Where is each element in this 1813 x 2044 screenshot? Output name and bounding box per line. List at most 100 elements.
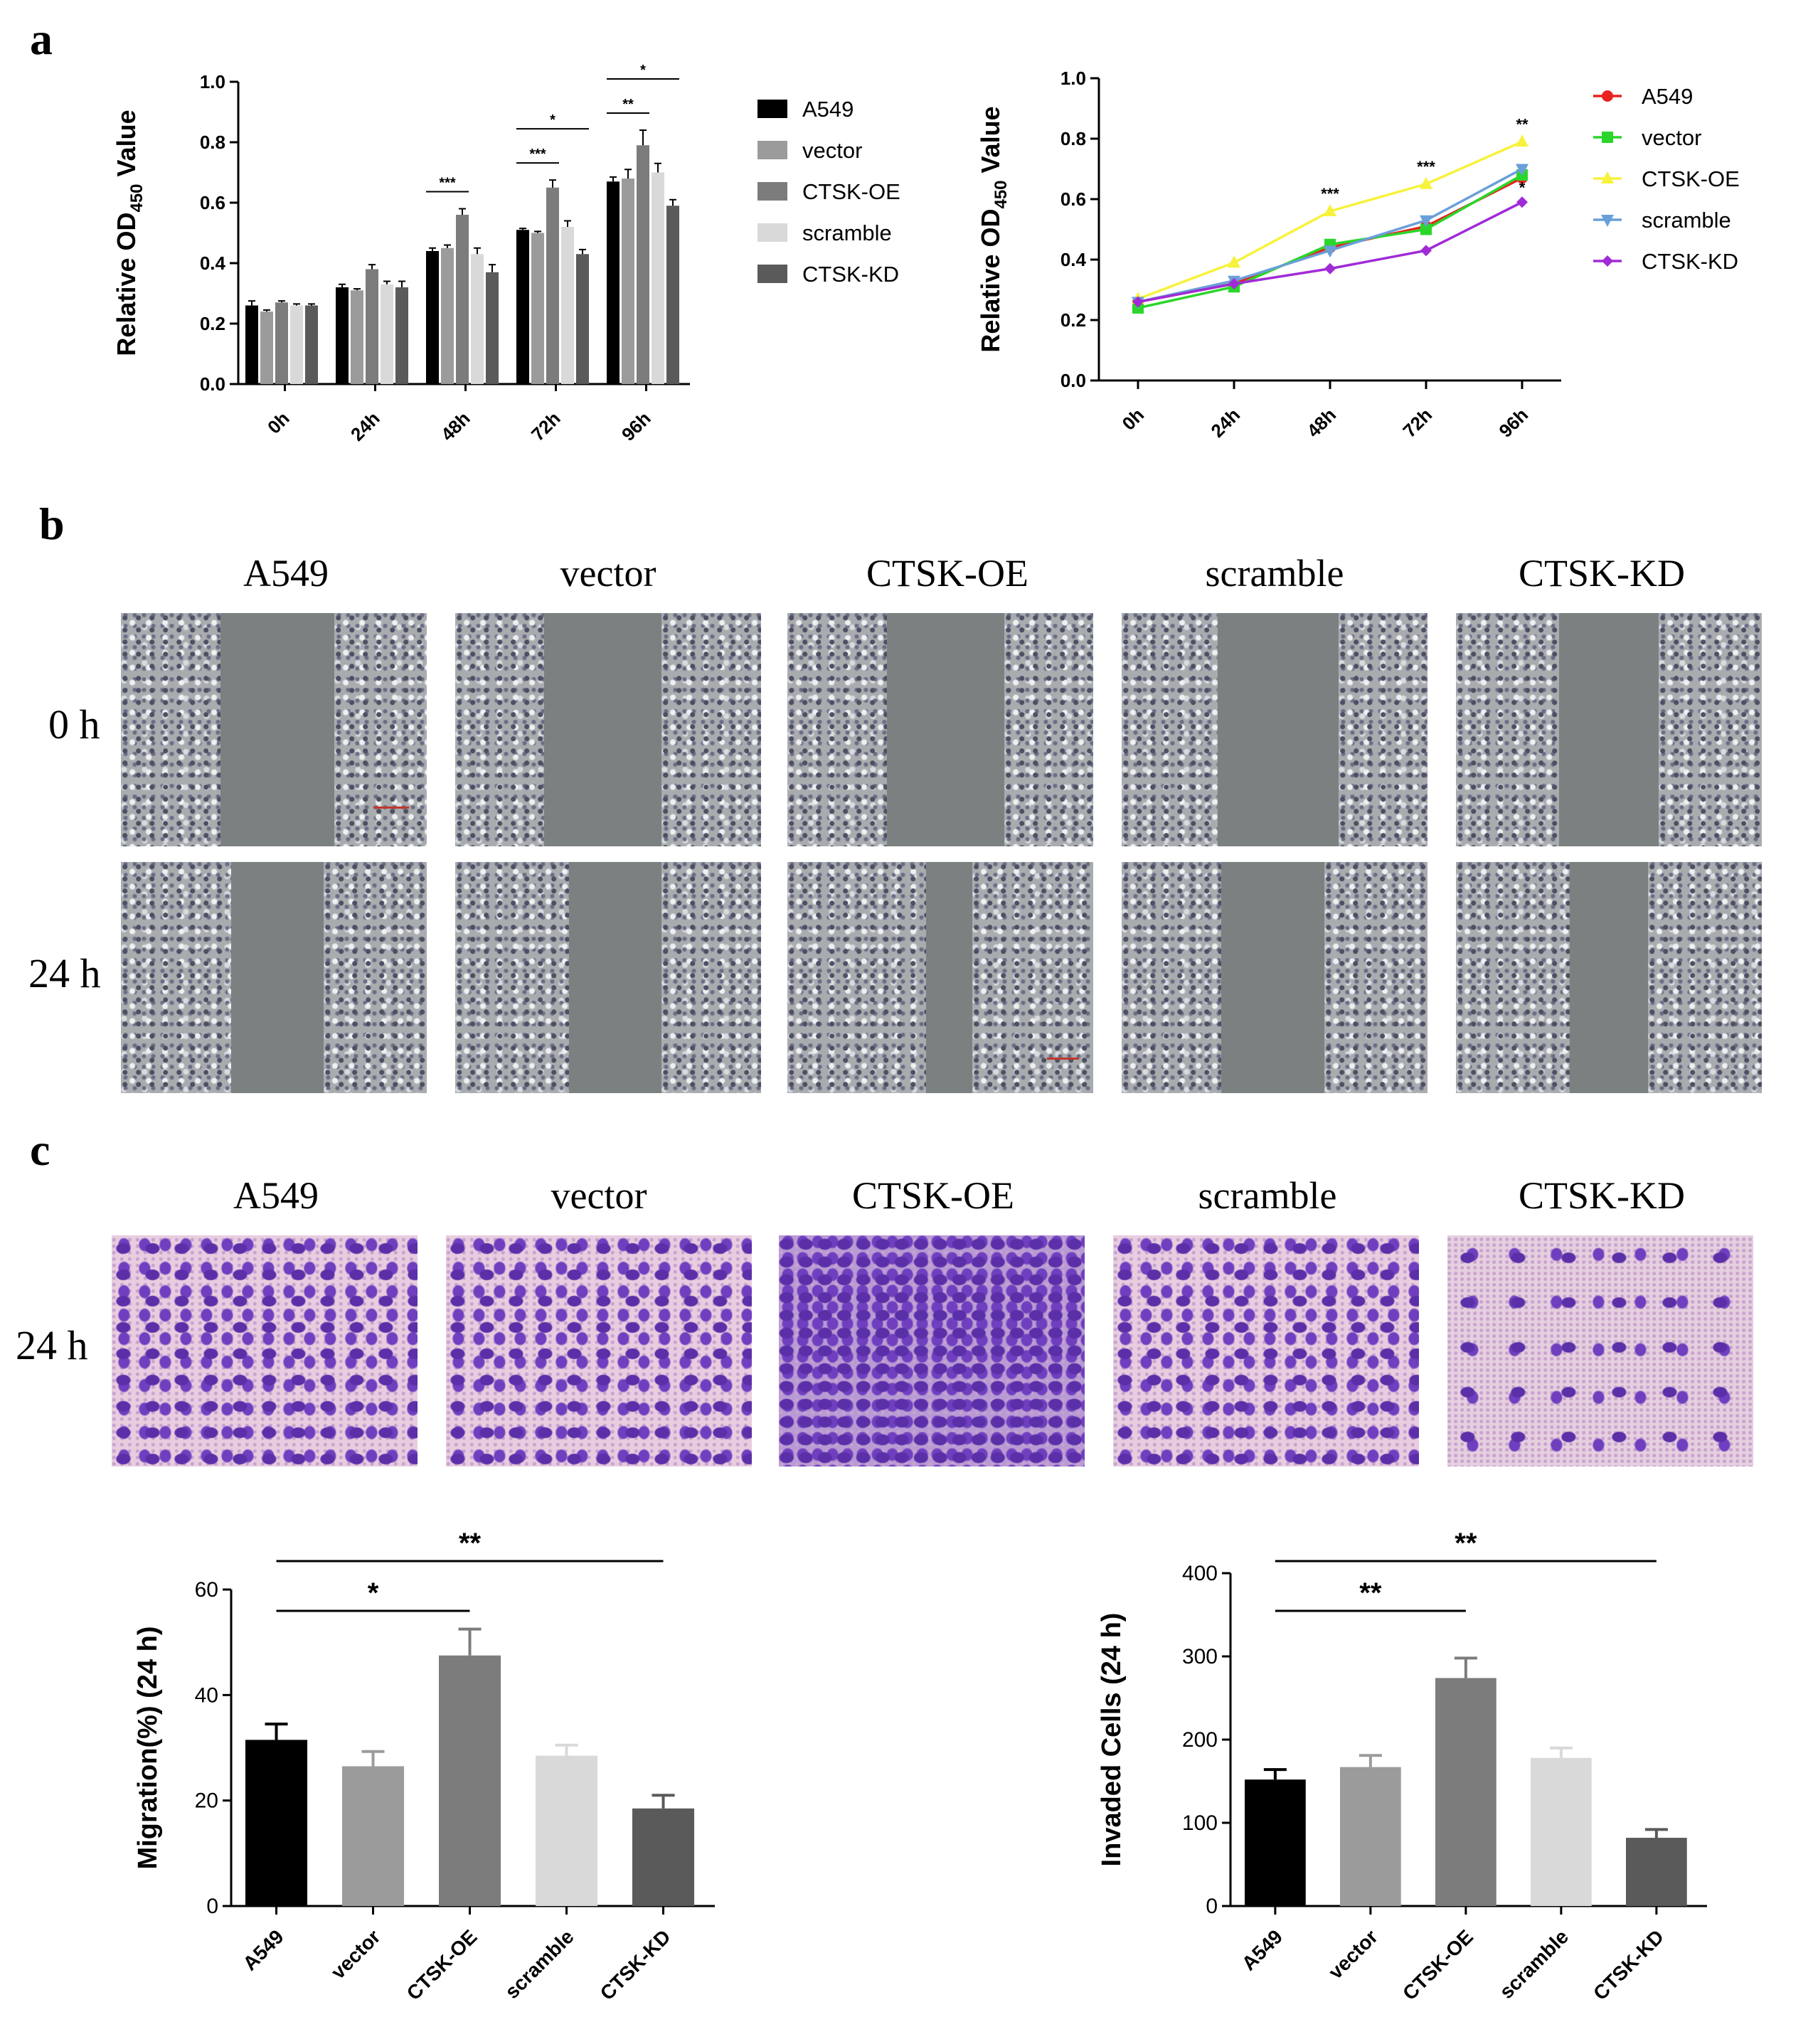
x-tick-label-0h: 0h [1118,404,1149,435]
y-tick-label: 200 [1182,1728,1218,1752]
wound-label-vector: vector [560,552,656,595]
transwell-label-ctsk-kd: CTSK-KD [1518,1174,1685,1217]
cck8-line-chart: 0.0 0.2 0.4 0.6 0.8 1.0 Relative OD450 Value 0h… [976,68,1740,442]
y-tick-label: 0.8 [1060,128,1086,149]
wound-time-24h: 24 h [28,950,101,996]
x-tick-label-24h: 24h [1206,404,1244,442]
x-tick-label-48h: 48h [1302,404,1340,442]
panel-letter-c: c [30,1124,50,1175]
bar-vector-24h [351,290,363,384]
y-tick-label: 0 [1206,1895,1218,1918]
bar-scramble-0h [290,305,303,384]
y-tick-label: 0.2 [1060,309,1086,331]
legend-marker-ctsk-oe [1601,171,1614,183]
x-tick-label-a549: A549 [239,1925,288,1974]
bar-ctsk-oe-0h [275,302,288,384]
y-tick-label: 100 [1182,1811,1218,1835]
significance-label: * [1519,179,1526,197]
bar-a549-24h [336,287,349,384]
significance-label: *** [529,147,546,162]
transwell-label-scramble: scramble [1198,1174,1337,1217]
transwell-label-vector: vector [551,1174,647,1217]
y-axis-title: Relative OD450 Value [112,110,147,356]
y-axis-title: Invaded Cells (24 h) [1097,1613,1127,1867]
significance-label: *** [1321,185,1339,203]
transwell-image-scramble [1113,1235,1419,1467]
x-tick-label-a549: A549 [1238,1925,1287,1974]
significance-label: ** [1516,115,1528,133]
legend-label-ctsk-oe: CTSK-OE [802,179,900,204]
significance-label: * [368,1577,379,1609]
transwell-image-ctsk-kd [1447,1235,1753,1467]
legend-swatch-vector [757,141,787,159]
bar-a549 [1245,1779,1306,1906]
bar-a549-0h [245,305,258,384]
bar-ctsk-kd-48h [486,272,499,384]
x-tick-label-24h: 24h [346,408,384,445]
bar-ctsk-oe-24h [366,269,378,384]
y-tick-label: 1.0 [1060,68,1086,89]
point-scramble-48h [1324,245,1336,258]
point-ctsk-oe-24h [1228,255,1240,268]
x-tick-label-scramble: scramble [501,1925,578,2003]
x-tick-label-48h: 48h [437,408,474,445]
bar-vector-72h [531,233,544,384]
legend-marker-scramble [1601,215,1614,227]
wound-label-ctsk-kd: CTSK-KD [1518,552,1685,595]
wound-image-scramble-0h [1122,613,1427,846]
bar-a549 [245,1740,308,1906]
bar-scramble [536,1755,598,1906]
bar-ctsk-kd-96h [666,206,679,384]
bar-ctsk-kd [1626,1838,1687,1906]
point-vector-72h [1420,223,1432,235]
wound-image-ctsk-kd-0h [1456,613,1762,846]
y-axis-title: Migration(%) (24 h) [133,1627,163,1870]
y-tick-label: 0.6 [200,192,225,213]
line-ctsk-oe [1137,140,1523,300]
significance-label: ** [459,1528,482,1559]
point-scramble-96h [1516,164,1528,176]
x-tick-label-ctsk-oe: CTSK-OE [403,1925,482,2004]
point-ctsk-oe-96h [1516,134,1528,147]
panel-letter-b: b [39,499,65,549]
bar-vector [342,1766,405,1906]
significance-label: ** [1455,1528,1477,1559]
point-ctsk-kd-0h [1132,296,1144,308]
wound-image-a549-0h [121,613,427,846]
point-ctsk-oe-48h [1324,204,1336,216]
legend-marker-vector [1602,132,1613,143]
significance-label: *** [439,176,456,191]
x-tick-label-0h: 0h [263,408,294,438]
wound-image-ctsk-kd-24h [1456,862,1762,1093]
bar-ctsk-kd-24h [395,287,408,384]
invasion-bar-chart: 0 100 200 300 400 Invaded Cells (24 h) A549 vec… [1097,1528,1707,2004]
significance-label: ** [1359,1577,1382,1609]
x-tick-label-vector: vector [1324,1925,1382,1983]
wound-image-scramble-24h [1122,862,1427,1093]
bar-vector [1340,1767,1401,1906]
y-tick-label: 1.0 [200,71,225,92]
wound-image-a549-24h [121,862,427,1093]
significance-label: * [550,112,555,128]
bar-scramble-72h [561,227,574,384]
legend-swatch-a549 [757,100,787,118]
transwell-image-a549 [112,1235,418,1467]
y-tick-label: 20 [195,1789,218,1813]
bar-ctsk-oe-72h [546,187,559,384]
cck8-bar-chart: 0.0 0.2 0.4 0.6 0.8 1.0 Relative OD450 Value 0h… [112,63,900,445]
bar-scramble-48h [471,254,484,384]
wound-label-ctsk-oe: CTSK-OE [866,552,1028,595]
y-tick-label: 40 [195,1683,218,1707]
y-tick-label: 300 [1182,1645,1218,1668]
bar-ctsk-oe [1435,1678,1496,1906]
transwell-label-a549: A549 [233,1174,319,1217]
significance-label: *** [1417,158,1435,176]
bar-ctsk-kd-0h [305,305,318,384]
legend-swatch-scramble [757,223,787,242]
x-tick-label-96h: 96h [617,408,655,445]
bar-scramble-96h [652,172,664,384]
bar-ctsk-kd-72h [576,254,589,384]
legend-label-a549: A549 [802,97,854,122]
point-ctsk-kd-96h [1516,196,1528,208]
x-tick-label-ctsk-oe: CTSK-OE [1398,1925,1477,2004]
